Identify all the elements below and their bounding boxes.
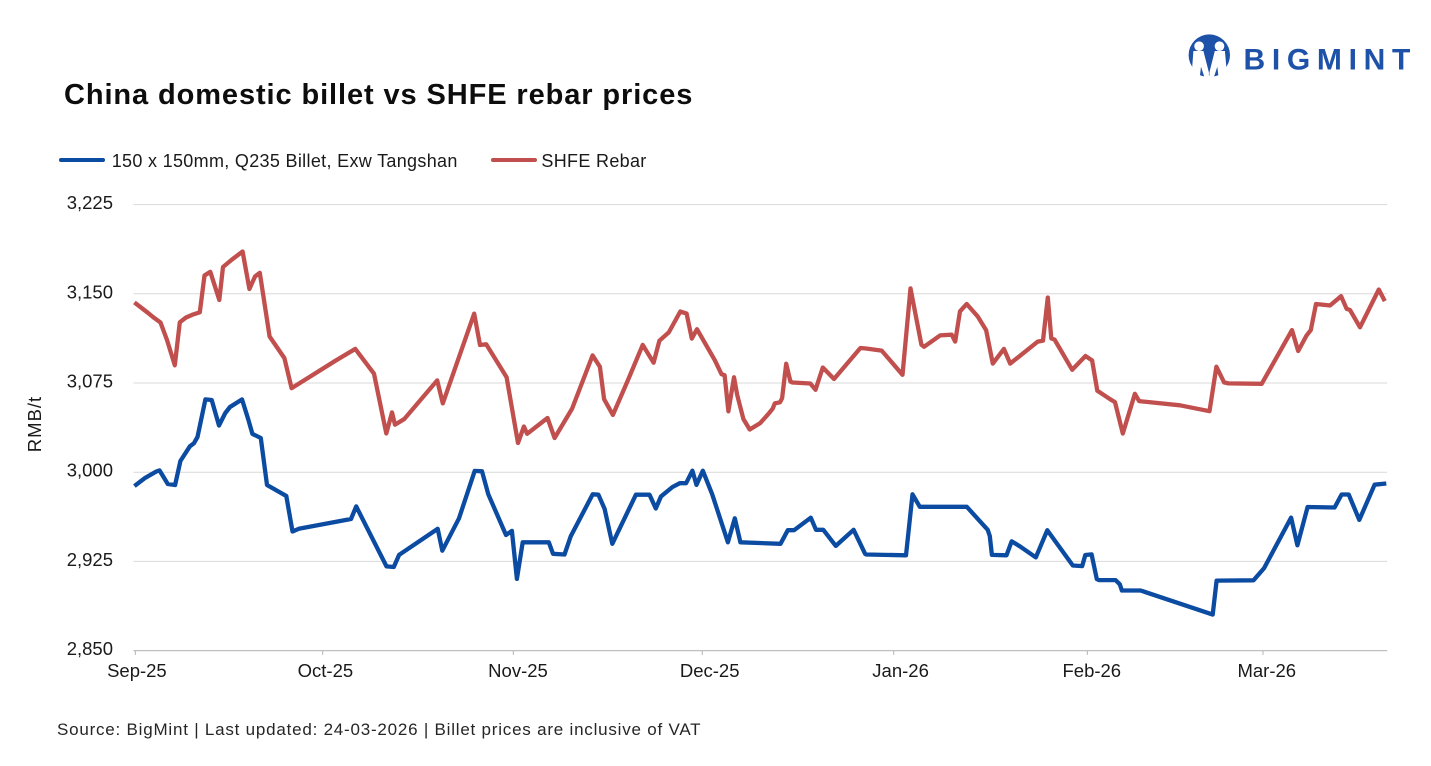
- svg-text:Dec-25: Dec-25: [680, 660, 740, 681]
- svg-text:Nov-25: Nov-25: [488, 660, 548, 681]
- svg-text:3,225: 3,225: [67, 192, 113, 213]
- svg-text:2,850: 2,850: [67, 638, 113, 659]
- svg-text:Oct-25: Oct-25: [298, 660, 354, 681]
- svg-text:RMB/t: RMB/t: [24, 396, 45, 452]
- svg-text:3,075: 3,075: [67, 371, 113, 392]
- svg-text:BIGMINT: BIGMINT: [1244, 44, 1418, 77]
- svg-text:Feb-26: Feb-26: [1062, 660, 1121, 681]
- svg-text:Mar-26: Mar-26: [1237, 660, 1296, 681]
- svg-text:Sep-25: Sep-25: [107, 660, 167, 681]
- svg-text:2,925: 2,925: [67, 549, 113, 570]
- svg-text:Jan-26: Jan-26: [872, 660, 929, 681]
- svg-text:3,000: 3,000: [67, 460, 113, 481]
- svg-text:3,150: 3,150: [67, 281, 113, 302]
